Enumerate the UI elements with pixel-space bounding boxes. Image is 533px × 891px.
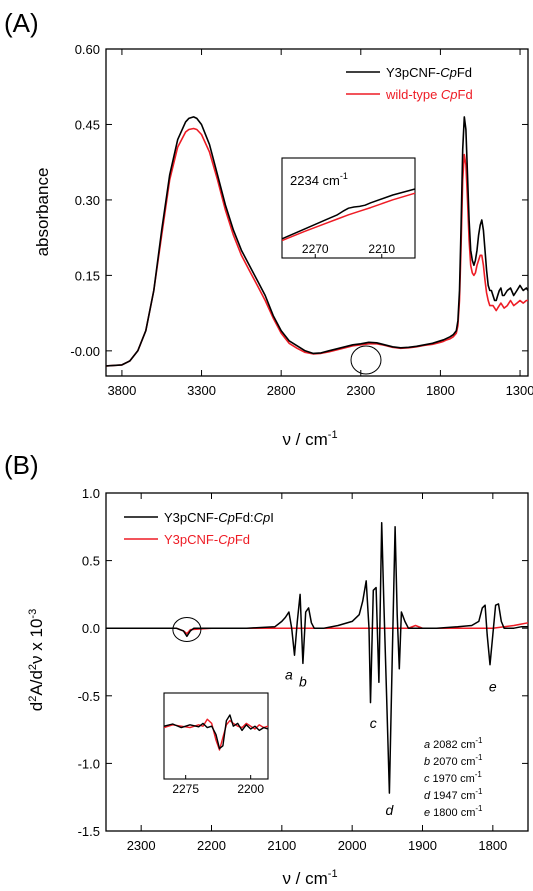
- panel-a-y-label: absorbance: [33, 168, 52, 257]
- y-tick-label: -0.00: [70, 344, 100, 359]
- panel-b-legend: Y3pCNF-CpFd:CpI Y3pCNF-CpFd: [124, 510, 274, 547]
- peak-letter-b: b: [299, 673, 307, 689]
- y-tick-label: 0.60: [75, 42, 100, 57]
- panel-a-series-line-1: [105, 116, 529, 367]
- panel-b-y-axis: 1.0 0.5 0.0 -0.5 -1.0 -1.5: [78, 486, 528, 839]
- inset-a-series: [281, 188, 416, 242]
- panel-b-series-line-1: [106, 521, 528, 794]
- panel-b-series: [106, 521, 529, 794]
- peak-list-item-a: a 2082 cm-1: [424, 736, 483, 751]
- panel-b-circle-marker: [172, 617, 202, 643]
- inset-b-series: [163, 714, 269, 751]
- legend-label-wildtype-cpfd: wild-type CpFd: [385, 87, 473, 102]
- inset-a-x-axis: 2270 2210: [302, 242, 395, 258]
- peak-letters: a b c d e: [285, 667, 497, 818]
- panel-b: (B) 1.0 0.5 0.0 -0.5 -1.0 -1.5 2300 2200 2100 20…: [4, 450, 529, 888]
- panel-b-x-label: ν / cm-1: [282, 868, 337, 888]
- x-tick-label: 2100: [267, 838, 296, 853]
- y-tick-label: -0.5: [78, 689, 100, 704]
- x-tick-label: 1300: [506, 383, 533, 398]
- panel-a-series: [105, 116, 529, 367]
- y-tick-label: 0.30: [75, 193, 100, 208]
- x-tick-label: 3800: [107, 383, 136, 398]
- panel-a-inset: 2270 2210 2234 cm-1: [281, 157, 416, 259]
- y-tick-label: 0.15: [75, 268, 100, 283]
- peak-list-item-e: e 1800 cm-1: [424, 804, 483, 819]
- inset-a-label: 2234 cm-1: [290, 171, 348, 188]
- peak-list-item-c: c 1970 cm-1: [424, 770, 482, 785]
- x-tick-label: 3300: [187, 383, 216, 398]
- legend-label-y3pcnf-cpfd: Y3pCNF-CpFd: [164, 532, 250, 547]
- panel-a-y-axis: -0.00 0.15 0.30 0.45 0.60: [70, 42, 528, 359]
- y-tick-label: -1.5: [78, 824, 100, 839]
- x-tick-label: 1800: [426, 383, 455, 398]
- panel-b-y-label: d2A/d2ν x 10-3: [27, 609, 46, 711]
- legend-label-y3pcnf-cpfd: Y3pCNF-CpFd: [386, 65, 472, 80]
- x-tick-label: 2200: [197, 838, 226, 853]
- panel-a-legend: Y3pCNF-CpFd wild-type CpFd: [346, 65, 473, 102]
- panel-b-inset: 2275 2200: [163, 692, 269, 796]
- panel-b-label: (B): [4, 450, 39, 480]
- inset-x-tick-label: 2275: [172, 782, 199, 796]
- x-tick-label: 2000: [338, 838, 367, 853]
- panel-a-x-axis: 3800 3300 2800 2300 1800 1300: [107, 49, 533, 398]
- panel-a-circle-marker: [350, 345, 382, 375]
- inset-b-series-line-1: [163, 714, 269, 750]
- panel-a-x-label: ν / cm-1: [282, 429, 337, 449]
- x-tick-label: 1900: [408, 838, 437, 853]
- y-tick-label: 0.5: [82, 554, 100, 569]
- peak-letter-d: d: [386, 802, 395, 818]
- inset-a-series-line-0: [281, 192, 416, 242]
- inset-a-series-line-1: [281, 188, 416, 240]
- panel-b-x-axis: 2300 2200 2100 2000 1900 1800: [127, 493, 507, 853]
- panel-a: (A) -0.00 0.15 0.30 0.45 0.60 3800 3300 2800 23…: [4, 8, 533, 449]
- y-tick-label: -1.0: [78, 756, 100, 771]
- y-tick-label: 0.0: [82, 621, 100, 636]
- x-tick-label: 2800: [267, 383, 296, 398]
- inset-b-x-axis: 2275 2200: [172, 775, 264, 796]
- peak-letter-a: a: [285, 667, 293, 683]
- x-tick-label: 2300: [127, 838, 156, 853]
- y-tick-label: 0.45: [75, 117, 100, 132]
- peak-letter-e: e: [489, 679, 497, 695]
- peak-list-item-b: b 2070 cm-1: [424, 753, 483, 768]
- peak-list: a 2082 cm-1 b 2070 cm-1 c 1970 cm-1 d 1947 …: [424, 736, 483, 819]
- inset-x-tick-label: 2210: [368, 242, 395, 256]
- inset-x-tick-label: 2200: [237, 782, 264, 796]
- panel-a-frame: [105, 48, 529, 377]
- x-tick-label: 2300: [346, 383, 375, 398]
- panel-a-label: (A): [4, 8, 39, 38]
- x-tick-label: 1800: [478, 838, 507, 853]
- peak-letter-c: c: [370, 715, 377, 731]
- inset-x-tick-label: 2270: [302, 242, 329, 256]
- y-tick-label: 1.0: [82, 486, 100, 501]
- panel-b-frame: [105, 492, 529, 832]
- legend-label-y3pcnf-cpfd-cpi: Y3pCNF-CpFd:CpI: [164, 510, 274, 525]
- peak-list-item-d: d 1947 cm-1: [424, 787, 483, 802]
- panel-a-series-line-0: [105, 127, 528, 367]
